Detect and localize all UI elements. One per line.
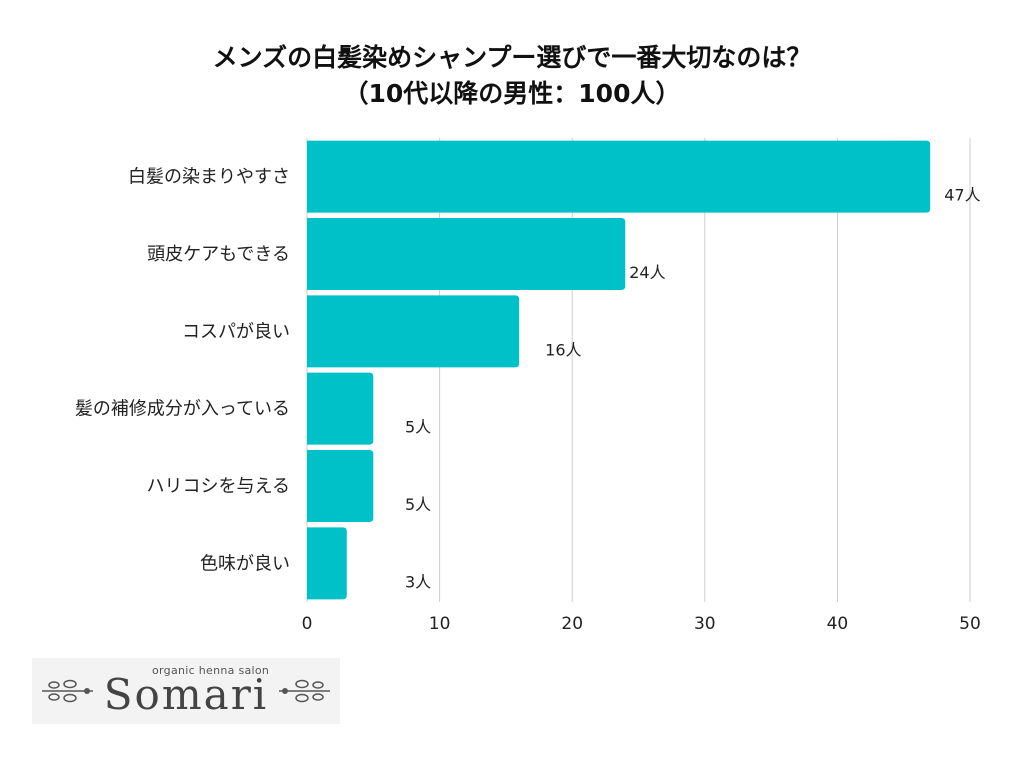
bar — [307, 527, 347, 600]
x-tick-label: 50 — [959, 614, 981, 634]
x-tick-label: 0 — [302, 614, 313, 634]
bar — [307, 295, 520, 368]
brand-logo: organic henna salon Somari — [32, 658, 340, 724]
value-label: 16人 — [545, 340, 581, 359]
value-label: 3人 — [405, 572, 431, 591]
category-label: コスパが良い — [182, 321, 290, 342]
bar — [307, 140, 931, 213]
logo-name: Somari — [103, 670, 269, 719]
value-label: 5人 — [405, 495, 431, 514]
leaf-branch-icon — [279, 679, 330, 703]
value-label: 47人 — [944, 186, 980, 205]
x-tick-label: 40 — [827, 614, 849, 634]
category-label: ハリコシを与える — [147, 476, 290, 497]
chart-title: メンズの白髪染めシャンプー選びで一番大切なのは？ （10代以降の男性：100人） — [0, 40, 1024, 112]
x-tick-label: 20 — [561, 614, 583, 634]
bar — [307, 372, 374, 445]
value-label: 5人 — [405, 418, 431, 437]
logo-tagline: organic henna salon — [152, 664, 270, 677]
chart-title-line2: （10代以降の男性：100人） — [343, 79, 681, 108]
bar — [307, 218, 626, 290]
x-tick-label: 10 — [429, 614, 451, 634]
category-label: 白髪の染まりやすさ — [128, 166, 290, 188]
category-label: 頭皮ケアもできる — [147, 244, 290, 265]
category-label: 色味が良い — [200, 553, 290, 574]
x-tick-label: 30 — [694, 614, 716, 634]
chart-title-line1: メンズの白髪染めシャンプー選びで一番大切なのは？ — [212, 43, 812, 72]
category-label: 髪の補修成分が入っている — [75, 398, 290, 420]
leaf-branch-icon — [42, 679, 93, 703]
value-label: 24人 — [629, 263, 665, 282]
bar — [307, 450, 374, 522]
